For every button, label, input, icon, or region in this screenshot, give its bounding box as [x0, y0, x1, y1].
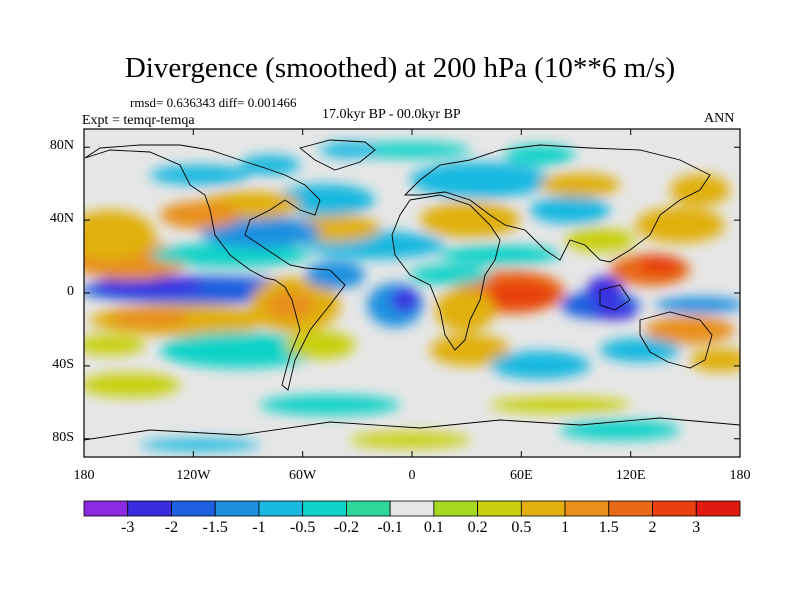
colorbar-label: 1.5 — [598, 519, 619, 536]
americas-outline — [84, 144, 346, 391]
colorbar-label: -0.2 — [333, 519, 360, 536]
coastlines — [84, 139, 740, 441]
lon-tick-label: 120E — [615, 468, 646, 483]
lat-tick-label: 80N — [49, 138, 74, 154]
colorbar — [83, 500, 741, 517]
colorbar-swatch — [345, 500, 391, 517]
lon-tick-label: 180 — [73, 468, 95, 483]
lon-tick-label: 120W — [176, 468, 211, 483]
australia-outline — [639, 311, 713, 369]
colorbar-swatch — [389, 500, 435, 517]
colorbar-swatch — [652, 500, 697, 517]
lat-tick-label: 0 — [67, 284, 74, 299]
colorbar-swatch — [477, 500, 522, 517]
lon-tick-label: 0 — [408, 468, 416, 483]
map-panel — [84, 129, 740, 457]
divergence-field — [84, 142, 740, 451]
colorbar-swatch — [608, 500, 653, 517]
lat-tick-label: 80S — [52, 429, 74, 445]
colorbar-label: -3 — [121, 519, 135, 536]
colorbar-label: -0.5 — [289, 519, 316, 536]
colorbar-label: 0.1 — [423, 519, 444, 536]
period-label: 17.0kyr BP - 00.0kyr BP — [322, 107, 461, 122]
lat-tick-label: 40N — [49, 211, 74, 227]
colorbar-swatch — [127, 500, 172, 517]
lon-tick-label: 180 — [729, 468, 751, 483]
colorbar-label: -2 — [164, 519, 179, 536]
colorbar-label: -1 — [252, 519, 266, 536]
lon-tick-label: 60W — [289, 468, 317, 483]
colorbar-swatch — [433, 500, 479, 517]
page-title: Divergence (smoothed) at 200 hPa (10**6 … — [124, 52, 676, 84]
colorbar-swatch — [302, 500, 347, 517]
colorbar-label: 2 — [648, 519, 657, 536]
colorbar-swatch — [171, 500, 216, 517]
colorbar-label: 0.2 — [467, 519, 488, 536]
season-label: ANN — [704, 111, 735, 126]
lat-tick-label: 40S — [52, 356, 74, 372]
antarctica-outline — [84, 417, 740, 441]
colorbar-swatch — [258, 500, 304, 517]
colorbar-label: 3 — [692, 519, 701, 536]
stats-label: rmsd= 0.636343 diff= 0.001466 — [130, 95, 297, 110]
axis-tick-marks — [83, 129, 741, 457]
experiment-label: Expt = temqr-temqa — [82, 113, 195, 128]
lon-tick-label: 60E — [510, 468, 533, 483]
colorbar-label: -1.5 — [202, 519, 228, 536]
colorbar-swatch — [214, 500, 260, 517]
colorbar-label: -0.1 — [377, 519, 403, 536]
colorbar-label: 1 — [561, 519, 570, 536]
eurasia-outline — [403, 144, 711, 263]
maritime-continent-outline — [599, 284, 631, 311]
colorbar-label: 0.5 — [511, 519, 532, 536]
colorbar-swatch — [564, 500, 610, 517]
colorbar-swatch — [520, 500, 566, 517]
colorbar-swatch — [695, 500, 741, 517]
colorbar-swatch — [83, 500, 129, 517]
africa-outline — [391, 194, 501, 351]
greenland-outline — [299, 139, 376, 171]
